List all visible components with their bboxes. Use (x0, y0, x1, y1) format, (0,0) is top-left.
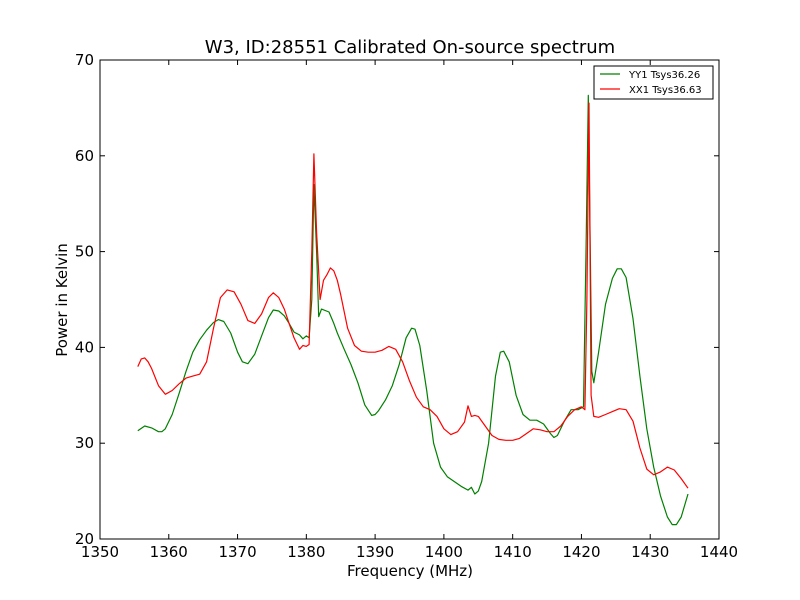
y-tick-label: 70 (75, 51, 94, 69)
legend-box (593, 65, 714, 100)
ticks-layer: 1350 1360 1370 1380 1390 1400 1410 1420 1430 1440… (75, 51, 738, 561)
y-tick-label: 20 (75, 530, 94, 548)
plot-frame (99, 59, 720, 540)
legend: YY1 Tsys36.26 XX1 Tsys36.63 (593, 65, 714, 100)
plot-area (100, 60, 719, 539)
x-tick-label: 1410 (494, 543, 532, 561)
legend-label-yy1: YY1 Tsys36.26 (628, 70, 700, 81)
x-tick-label: 1370 (218, 543, 256, 561)
y-tick-label: 60 (75, 147, 94, 165)
series-layer (137, 94, 689, 526)
legend-label-xx1: XX1 Tsys36.63 (629, 85, 702, 96)
series-line-xx1 (137, 102, 689, 489)
x-tick-label: 1390 (356, 543, 394, 561)
x-tick-label: 1380 (287, 543, 325, 561)
chart-title: W3, ID:28551 Calibrated On-source spectr… (205, 37, 615, 58)
y-tick-label: 30 (75, 434, 94, 452)
x-tick-label: 1440 (700, 543, 738, 561)
x-tick-label: 1350 (81, 543, 119, 561)
x-tick-label: 1430 (631, 543, 669, 561)
y-axis-label: Power in Kelvin (53, 243, 71, 357)
y-tick-label: 40 (75, 338, 94, 356)
x-tick-label: 1420 (562, 543, 600, 561)
x-tick-label: 1400 (425, 543, 463, 561)
y-tick-label: 50 (75, 243, 94, 261)
x-tick-label: 1360 (150, 543, 188, 561)
series-line-yy1 (137, 94, 689, 526)
x-axis-label: Frequency (MHz) (347, 562, 473, 580)
